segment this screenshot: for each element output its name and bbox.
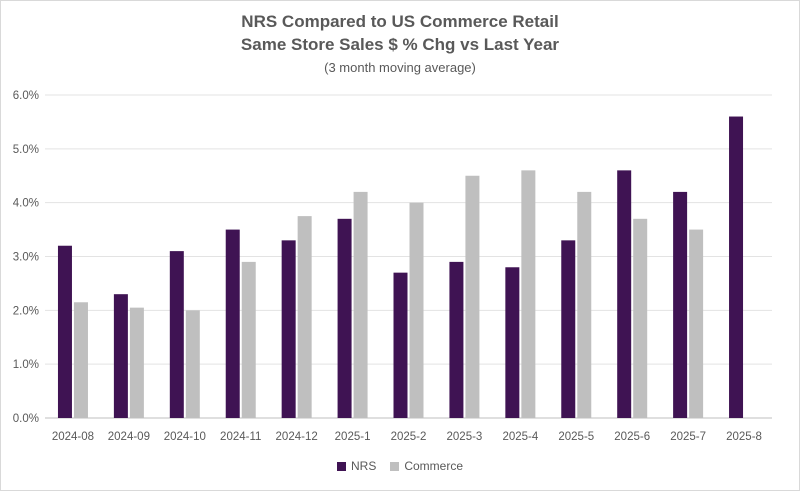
- y-tick-label: 5.0%: [13, 144, 39, 156]
- y-tick-label: 1.0%: [13, 359, 39, 371]
- chart-title-line-2: Same Store Sales $ % Chg vs Last Year: [240, 35, 560, 54]
- bar-nrs-2025-5: [561, 240, 576, 418]
- bar-commerce-2025-3: [465, 175, 480, 418]
- x-tick-label: 2025-7: [670, 431, 706, 443]
- bar-commerce-2024-08: [73, 302, 88, 418]
- bar-nrs-2024-08: [57, 245, 72, 418]
- y-axis-ticks: 0.0% 1.0% 2.0% 3.0% 4.0% 5.0% 6.0%: [13, 90, 39, 425]
- bar-nrs-2024-11: [225, 229, 240, 418]
- legend-swatch-nrs: [336, 461, 346, 471]
- y-tick-label: 6.0%: [13, 90, 39, 102]
- bar-commerce-2024-11: [241, 261, 256, 418]
- bar-nrs-2025-6: [617, 170, 632, 418]
- x-tick-label: 2025-8: [726, 431, 762, 443]
- x-axis-ticks: 2024-08 2024-09 2024-10 2024-11 2024-12 2025-…: [52, 431, 762, 443]
- bar-commerce-2025-1: [353, 191, 368, 418]
- x-tick-label: 2024-10: [164, 431, 206, 443]
- gridlines: [45, 94, 772, 419]
- bar-commerce-2025-6: [633, 218, 648, 418]
- x-tick-label: 2024-12: [276, 431, 318, 443]
- x-tick-label: 2025-4: [502, 431, 538, 443]
- bar-nrs-2025-1: [337, 218, 352, 418]
- bar-nrs-2025-4: [505, 267, 520, 418]
- bar-nrs-2024-10: [169, 251, 184, 418]
- legend-label-nrs: NRS: [350, 459, 377, 473]
- bar-nrs-2024-12: [281, 240, 296, 418]
- bars: [57, 116, 744, 419]
- bar-commerce-2024-10: [185, 310, 200, 418]
- bar-nrs-2024-09: [113, 294, 128, 418]
- bar-nrs-2025-3: [449, 261, 464, 418]
- x-tick-label: 2024-09: [108, 431, 150, 443]
- bar-nrs-2025-8: [729, 116, 744, 419]
- bar-nrs-2025-7: [673, 191, 688, 418]
- bar-nrs-2025-2: [393, 272, 408, 418]
- legend: NRS Commerce: [0, 459, 800, 473]
- y-tick-label: 3.0%: [13, 252, 39, 264]
- chart-note: (3 month moving average): [324, 60, 476, 75]
- chart-title: NRS Compared to US Commerce Retail: [241, 12, 559, 31]
- bar-commerce-2024-12: [297, 216, 312, 418]
- y-tick-label: 2.0%: [13, 305, 39, 317]
- x-tick-label: 2024-08: [52, 431, 94, 443]
- legend-label-commerce: Commerce: [404, 459, 464, 473]
- x-tick-label: 2025-3: [447, 431, 483, 443]
- y-tick-label: 4.0%: [13, 198, 39, 210]
- legend-item-commerce: Commerce: [390, 459, 463, 473]
- x-tick-label: 2025-5: [558, 431, 594, 443]
- bar-commerce-2025-4: [521, 170, 536, 418]
- x-tick-label: 2024-11: [220, 431, 261, 443]
- bar-commerce-2025-2: [409, 202, 424, 418]
- bar-commerce-2025-7: [689, 229, 704, 418]
- x-tick-label: 2025-1: [335, 431, 371, 443]
- x-tick-label: 2025-2: [391, 431, 427, 443]
- x-tick-label: 2025-6: [614, 431, 650, 443]
- bar-commerce-2025-5: [577, 191, 592, 418]
- y-tick-label: 0.0%: [13, 413, 39, 425]
- legend-swatch-commerce: [390, 461, 400, 471]
- legend-item-nrs: NRS: [336, 459, 377, 473]
- bar-commerce-2024-09: [129, 307, 144, 418]
